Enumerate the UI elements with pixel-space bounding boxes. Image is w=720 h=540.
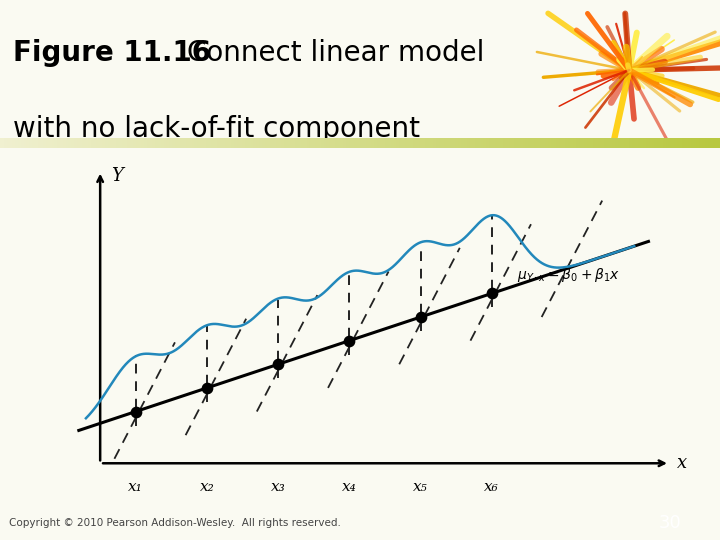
Text: Connect linear model: Connect linear model <box>186 39 484 68</box>
Text: with no lack-of-fit component: with no lack-of-fit component <box>13 115 420 143</box>
Text: x₆: x₆ <box>485 480 499 494</box>
Point <box>486 289 498 298</box>
Point <box>130 407 142 416</box>
Text: x₃: x₃ <box>271 480 286 494</box>
Point <box>415 313 426 321</box>
Point <box>343 336 355 345</box>
Point <box>272 360 284 369</box>
Text: x: x <box>677 454 687 472</box>
Text: x₅: x₅ <box>413 480 428 494</box>
Text: x₁: x₁ <box>128 480 143 494</box>
Point <box>201 383 212 392</box>
Text: 30: 30 <box>658 514 681 532</box>
Text: x₂: x₂ <box>199 480 215 494</box>
Text: Figure 11.16: Figure 11.16 <box>13 39 211 68</box>
Text: Copyright © 2010 Pearson Addison-Wesley.  All rights reserved.: Copyright © 2010 Pearson Addison-Wesley.… <box>9 518 341 528</box>
Text: Y: Y <box>111 167 122 185</box>
Text: x₄: x₄ <box>342 480 357 494</box>
Text: $\mu_{Y \cdot x} = \beta_0 + \beta_1 x$: $\mu_{Y \cdot x} = \beta_0 + \beta_1 x$ <box>517 266 620 284</box>
